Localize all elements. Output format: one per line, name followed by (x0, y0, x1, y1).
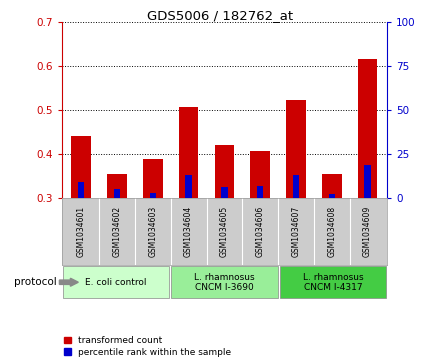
Text: L. rhamnosus
CNCM I-4317: L. rhamnosus CNCM I-4317 (303, 273, 363, 292)
Bar (62, 266, 169, 298)
Text: GSM1034607: GSM1034607 (291, 206, 301, 257)
Text: GSM1034606: GSM1034606 (256, 206, 265, 257)
Text: GSM1034603: GSM1034603 (148, 206, 158, 257)
Text: E. coli control: E. coli control (85, 278, 147, 287)
Text: GSM1034604: GSM1034604 (184, 206, 193, 257)
Bar (250, 151, 270, 198)
Text: GSM1034602: GSM1034602 (113, 206, 121, 257)
Bar (215, 145, 234, 198)
Bar (286, 100, 306, 198)
Bar (171, 266, 278, 298)
Text: GSM1034601: GSM1034601 (77, 206, 86, 257)
Bar (293, 175, 299, 198)
Bar (114, 189, 120, 198)
Bar (364, 165, 371, 198)
Text: L. rhamnosus
CNCM I-3690: L. rhamnosus CNCM I-3690 (194, 273, 255, 292)
Bar (221, 187, 227, 198)
Bar (150, 193, 156, 198)
Bar (78, 183, 84, 198)
Bar (143, 159, 163, 198)
Text: GSM1034608: GSM1034608 (327, 206, 336, 257)
Bar (185, 175, 192, 198)
Bar (329, 194, 335, 198)
Bar (280, 266, 386, 298)
Bar (322, 174, 341, 198)
Bar (257, 186, 264, 198)
Text: GDS5006 / 182762_at: GDS5006 / 182762_at (147, 9, 293, 22)
Bar (358, 59, 378, 198)
Bar (71, 136, 91, 198)
Bar (107, 174, 127, 198)
Text: GSM1034609: GSM1034609 (363, 206, 372, 257)
Text: protocol: protocol (15, 277, 57, 287)
Legend: transformed count, percentile rank within the sample: transformed count, percentile rank withi… (62, 334, 233, 359)
Bar (179, 107, 198, 198)
Text: GSM1034605: GSM1034605 (220, 206, 229, 257)
